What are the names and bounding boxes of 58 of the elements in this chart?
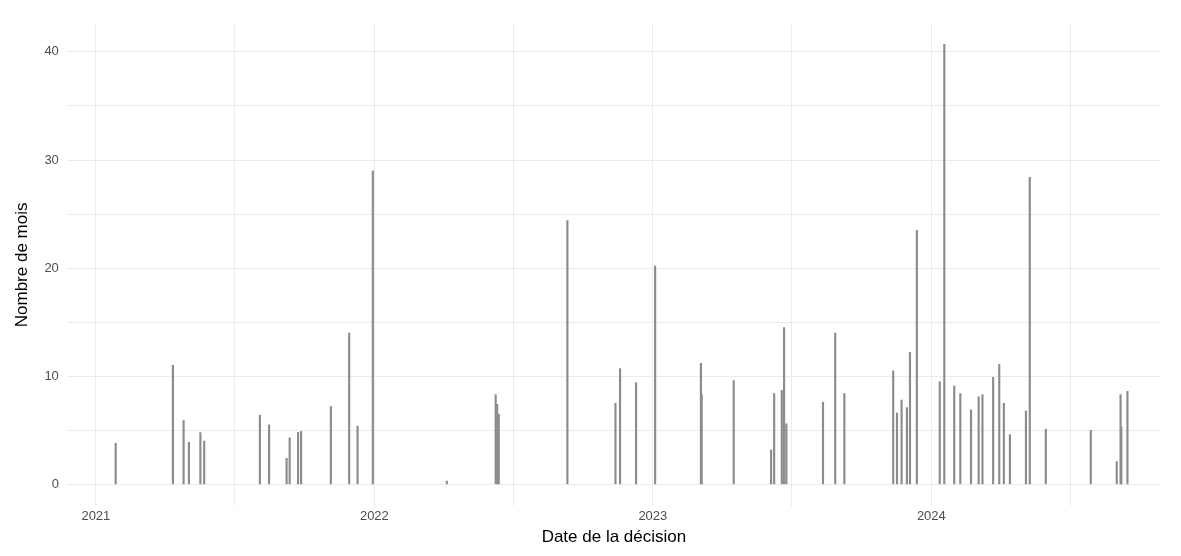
bar: [915, 229, 918, 485]
x-tick-label: 2022: [359, 508, 389, 524]
bar: [892, 370, 895, 485]
bar: [834, 332, 837, 485]
bar: [267, 424, 271, 485]
bar: [258, 414, 261, 485]
bar: [614, 402, 617, 485]
bar: [1024, 410, 1028, 485]
bar: [356, 425, 359, 485]
y-tick-label: 30: [44, 151, 59, 167]
bar: [634, 382, 638, 485]
bar: [783, 327, 786, 485]
bar: [943, 44, 946, 485]
bar: [938, 381, 941, 485]
bar: [843, 393, 846, 485]
bar: [171, 365, 174, 485]
bar: [199, 432, 202, 485]
y-tick-label: 0: [51, 475, 59, 491]
bar: [296, 432, 300, 485]
bar: [1126, 391, 1129, 485]
bar: [1089, 429, 1092, 485]
bar: [618, 368, 622, 485]
bar: [895, 412, 899, 485]
y-tick-label: 20: [44, 259, 59, 275]
bar: [566, 220, 569, 485]
bar: [821, 401, 825, 485]
y-tick-label: 40: [44, 43, 59, 59]
x-axis-title: Date de la décision: [541, 527, 687, 547]
bar: [1044, 428, 1047, 485]
bar: [371, 170, 374, 485]
x-tick-label: 2023: [638, 508, 668, 524]
bar: [187, 441, 191, 485]
bar: [182, 420, 185, 485]
bar: [998, 364, 1001, 485]
bar: [203, 440, 206, 485]
bar: [959, 393, 962, 485]
bar: [908, 352, 912, 485]
bar: [1008, 434, 1012, 485]
bar: [900, 399, 903, 485]
x-tick-label: 2024: [916, 508, 946, 524]
bar: [981, 394, 984, 485]
bar: [300, 431, 303, 485]
y-tick-label: 10: [44, 367, 59, 383]
bar: [953, 385, 956, 485]
bar: [654, 265, 657, 485]
bar: [992, 377, 995, 485]
bar: [732, 380, 735, 485]
bar: [1028, 177, 1031, 485]
bar: [969, 409, 973, 485]
bar: [1002, 402, 1005, 485]
bar: [348, 332, 351, 485]
bar: [288, 437, 291, 485]
bar: [114, 442, 117, 485]
bar: [773, 393, 776, 485]
bar: [329, 406, 332, 485]
y-axis-title: Nombre de mois: [11, 202, 31, 328]
bar: [977, 396, 980, 485]
x-tick-label: 2021: [81, 508, 111, 524]
